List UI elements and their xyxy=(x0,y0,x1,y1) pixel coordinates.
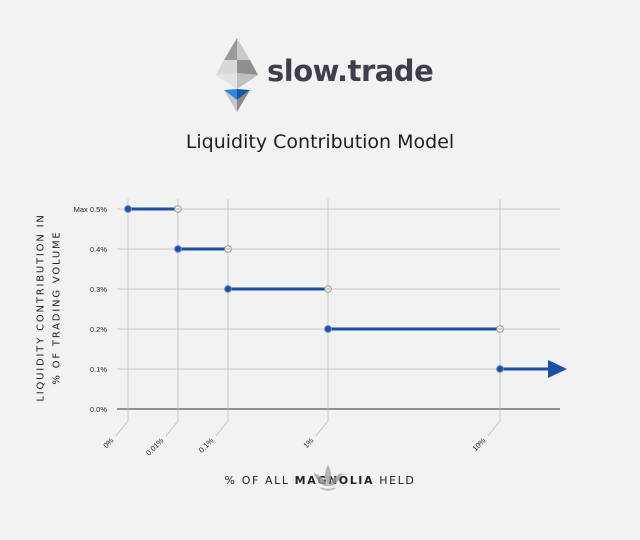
chart-title: Liquidity Contribution Model xyxy=(185,131,455,153)
y-tick-label: 0.3% xyxy=(90,285,107,294)
x-tick-label: 10% xyxy=(470,436,487,453)
y-tick-label: 0.0% xyxy=(90,405,107,414)
brand-name: slow.trade xyxy=(267,54,434,88)
x-tick-label: 0% xyxy=(101,436,115,450)
arrow-head xyxy=(548,360,567,378)
x-tick-mark xyxy=(487,420,501,437)
y-axis-label-line2: % OF TRADING VOLUME xyxy=(51,230,63,385)
magnolia-logo-icon xyxy=(314,465,342,491)
y-tick-label: Max 0.5% xyxy=(74,205,108,214)
closed-start-marker xyxy=(324,325,332,333)
x-axis-label-suffix: HELD xyxy=(374,474,416,487)
y-tick-label: 0.2% xyxy=(90,325,107,334)
y-axis-label-line1: LIQUIDITY CONTRIBUTION IN xyxy=(35,213,47,402)
closed-start-marker xyxy=(174,245,182,253)
closed-start-marker xyxy=(496,365,504,373)
x-tick-mark xyxy=(115,420,129,437)
x-tick-mark xyxy=(215,420,229,437)
x-tick-label: 1% xyxy=(301,436,315,450)
x-tick-label: 0.1% xyxy=(197,436,216,455)
x-tick-mark xyxy=(315,420,329,437)
y-tick-label: 0.1% xyxy=(90,365,107,374)
slow-trade-logo-icon xyxy=(216,38,258,112)
x-axis-label-prefix: % OF ALL xyxy=(224,474,295,487)
x-tick-label: 0.01% xyxy=(144,436,166,458)
closed-start-marker xyxy=(224,285,232,293)
x-tick-mark xyxy=(165,420,179,437)
y-tick-label: 0.4% xyxy=(90,245,107,254)
closed-start-marker xyxy=(124,205,132,213)
